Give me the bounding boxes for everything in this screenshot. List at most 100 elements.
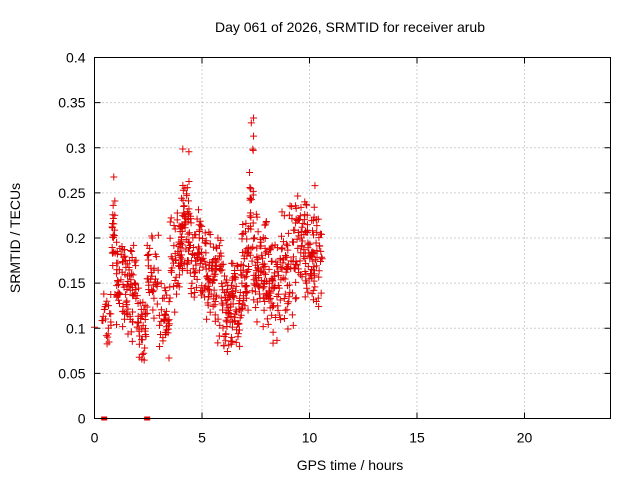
data-point [268, 311, 276, 319]
data-point [196, 260, 204, 268]
y-tick-label: 0.4 [66, 50, 86, 66]
data-point [285, 298, 293, 306]
data-point [219, 324, 227, 332]
data-point [259, 254, 267, 262]
data-point [310, 277, 318, 285]
data-point [180, 213, 188, 221]
data-point [165, 354, 173, 362]
data-point [190, 293, 198, 301]
data-point [203, 315, 211, 323]
data-point [259, 323, 267, 331]
data-point [297, 249, 305, 257]
data-point [298, 273, 306, 281]
data-point [113, 292, 121, 300]
data-point [212, 243, 220, 251]
data-point [238, 230, 246, 238]
data-point [120, 253, 128, 261]
data-point [231, 270, 239, 278]
data-point [299, 220, 307, 228]
data-point [123, 309, 131, 317]
data-point [155, 311, 163, 319]
data-point [141, 327, 149, 335]
y-tick-label: 0 [78, 411, 86, 427]
data-point [314, 294, 322, 302]
data-point [133, 292, 141, 300]
data-point [104, 333, 112, 341]
data-point [222, 337, 230, 345]
data-point [170, 282, 178, 290]
y-tick-label: 0.35 [58, 95, 85, 111]
data-point [109, 201, 117, 209]
data-point [122, 290, 130, 298]
data-point [310, 213, 318, 221]
data-point [180, 209, 188, 217]
data-point [153, 278, 161, 286]
data-point [288, 311, 296, 319]
data-point [215, 242, 223, 250]
data-point [185, 148, 193, 156]
x-tick-label: 10 [302, 430, 318, 446]
data-point [107, 321, 115, 329]
data-point [311, 249, 319, 257]
data-point [192, 284, 200, 292]
data-point [138, 311, 146, 319]
data-point [308, 290, 316, 298]
data-point [170, 242, 178, 250]
data-point [293, 235, 301, 243]
data-point [280, 314, 288, 322]
data-point [103, 340, 111, 348]
axis-ticks: 0 0.05 0.1 0.15 0.2 0.25 0.3 0.35 0.4 0 5 10 15 20 [58, 50, 611, 446]
data-point [237, 311, 245, 319]
data-point [241, 283, 249, 291]
data-point [246, 251, 254, 259]
data-point [109, 261, 117, 269]
data-point [240, 296, 248, 304]
data-point [199, 235, 207, 243]
data-point [216, 265, 224, 273]
data-point [180, 202, 188, 210]
data-point [148, 232, 156, 240]
data-point [234, 333, 242, 341]
data-point [126, 272, 134, 280]
data-point [214, 339, 222, 347]
data-point [274, 302, 282, 310]
data-point [310, 270, 318, 278]
data-point [134, 284, 142, 292]
data-point [152, 253, 160, 261]
data-point [223, 318, 231, 326]
data-point [177, 253, 185, 261]
data-point [137, 315, 145, 323]
data-point [311, 182, 319, 190]
data-point [291, 226, 299, 234]
data-point [276, 256, 284, 264]
data-point [172, 257, 180, 265]
data-point [282, 264, 290, 272]
data-point [113, 282, 121, 290]
data-point [98, 317, 106, 325]
data-point [128, 337, 136, 345]
data-point [266, 246, 274, 254]
data-point [180, 260, 188, 268]
data-point [237, 266, 245, 274]
data-point [292, 295, 300, 303]
data-point [298, 223, 306, 231]
data-point [214, 315, 222, 323]
data-point [315, 234, 323, 242]
data-point [144, 256, 152, 264]
data-point [214, 234, 222, 242]
y-tick-label: 0.1 [66, 320, 86, 336]
data-point [284, 263, 292, 271]
data-point [310, 203, 318, 211]
data-point [244, 306, 252, 314]
data-point [123, 301, 131, 309]
data-point [227, 340, 235, 348]
data-point [167, 253, 175, 261]
data-point [156, 321, 164, 329]
data-point [280, 294, 288, 302]
data-point [251, 288, 259, 296]
data-point [253, 213, 261, 221]
data-point [197, 221, 205, 229]
data-point [180, 202, 188, 210]
data-point [150, 264, 158, 272]
